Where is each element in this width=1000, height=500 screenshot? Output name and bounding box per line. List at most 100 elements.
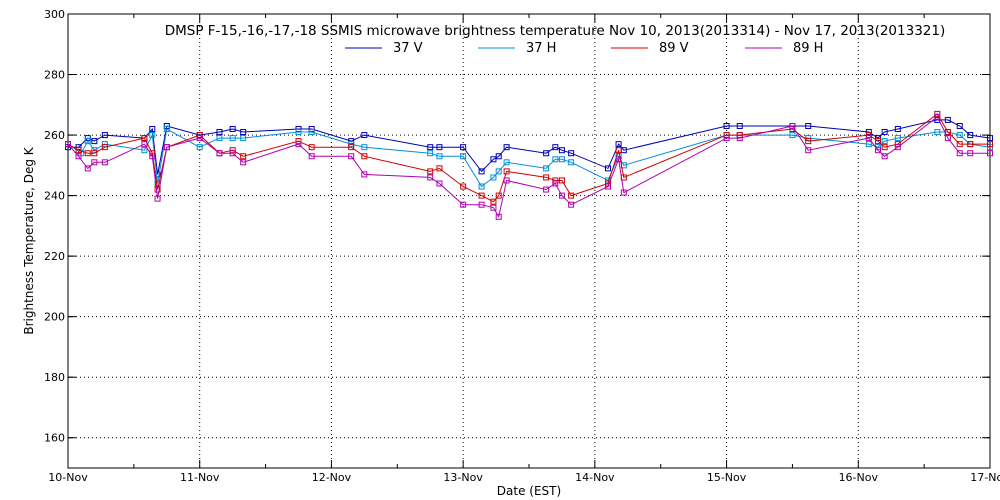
data-point [736,132,743,139]
data-point [101,132,108,139]
data-point [568,192,575,199]
data-point [490,156,497,163]
data-point [216,150,223,157]
data-point [543,165,550,172]
data-point [552,180,559,187]
data-point [101,144,108,151]
data-point [196,144,203,151]
data-point [865,141,872,148]
data-point [436,144,443,151]
y-tick-label: 220 [44,250,65,263]
data-point [967,132,974,139]
data-point [620,189,627,196]
data-point [460,153,467,160]
data-point [894,144,901,151]
data-point [427,168,434,175]
series-line [67,128,991,188]
data-point [805,147,812,154]
data-point [436,153,443,160]
data-point [91,138,98,145]
data-point [361,132,368,139]
data-point [967,150,974,157]
y-tick-label: 200 [44,311,65,324]
legend-label: 37 H [526,41,556,56]
x-axis-label: Date (EST) [497,484,561,498]
data-point [478,183,485,190]
data-point [543,174,550,181]
data-point [478,201,485,208]
data-point [894,135,901,142]
data-point [875,138,882,145]
x-tick-label: 14-Nov [575,471,615,484]
data-point [490,198,497,205]
series-89-v [65,110,993,205]
data-point [460,183,467,190]
data-point [427,174,434,181]
data-point [101,159,108,166]
legend-label: 89 V [659,41,689,56]
data-point [216,135,223,142]
data-point [240,153,247,160]
y-tick-label: 160 [44,432,65,445]
data-point [240,135,247,142]
data-point [490,204,497,211]
y-tick-label: 280 [44,69,65,82]
data-point [65,141,71,148]
y-tick-label: 260 [44,129,65,142]
data-point [149,126,156,133]
data-point [240,159,247,166]
data-point [229,126,236,133]
data-point [875,147,882,154]
data-point [956,150,963,157]
data-point [295,141,302,148]
series-layer [65,110,993,220]
data-point [495,153,502,160]
grid [68,14,990,468]
data-point [196,132,203,139]
y-axis-label: Brightness Temperature, Deg K [22,146,36,334]
data-point [308,129,315,136]
data-point [558,192,565,199]
data-point [478,168,485,175]
data-point [495,168,502,175]
data-point [881,144,888,151]
data-point [789,122,796,129]
data-point [543,150,550,157]
data-point [478,192,485,199]
data-point [944,116,951,123]
data-point [495,213,502,220]
data-point [361,153,368,160]
data-point [75,147,82,154]
data-point [240,129,247,136]
y-tick-label: 240 [44,190,65,203]
data-point [229,135,236,142]
data-point [615,147,622,154]
data-point [141,141,148,148]
data-point [91,159,98,166]
data-point [956,122,963,129]
data-point [881,129,888,136]
data-point [881,153,888,160]
data-point [956,132,963,139]
data-point [552,144,559,151]
x-tick-label: 16-Nov [839,471,879,484]
data-point [149,132,156,139]
data-point [558,147,565,154]
legend-label: 37 V [393,41,423,56]
data-point [881,138,888,145]
data-point [558,177,565,184]
data-point [865,129,872,136]
data-point [956,141,963,148]
data-point [723,135,730,142]
x-tick-label: 10-Nov [48,471,88,484]
data-point [141,135,148,142]
data-point [460,144,467,151]
data-point [196,135,203,142]
data-point [154,195,161,202]
data-point [503,159,510,166]
legend: 37 V 37 H 89 V 89 H [345,41,823,56]
x-tick-label: 13-Nov [443,471,483,484]
data-point [987,141,993,148]
data-point [805,122,812,129]
data-point [361,144,368,151]
